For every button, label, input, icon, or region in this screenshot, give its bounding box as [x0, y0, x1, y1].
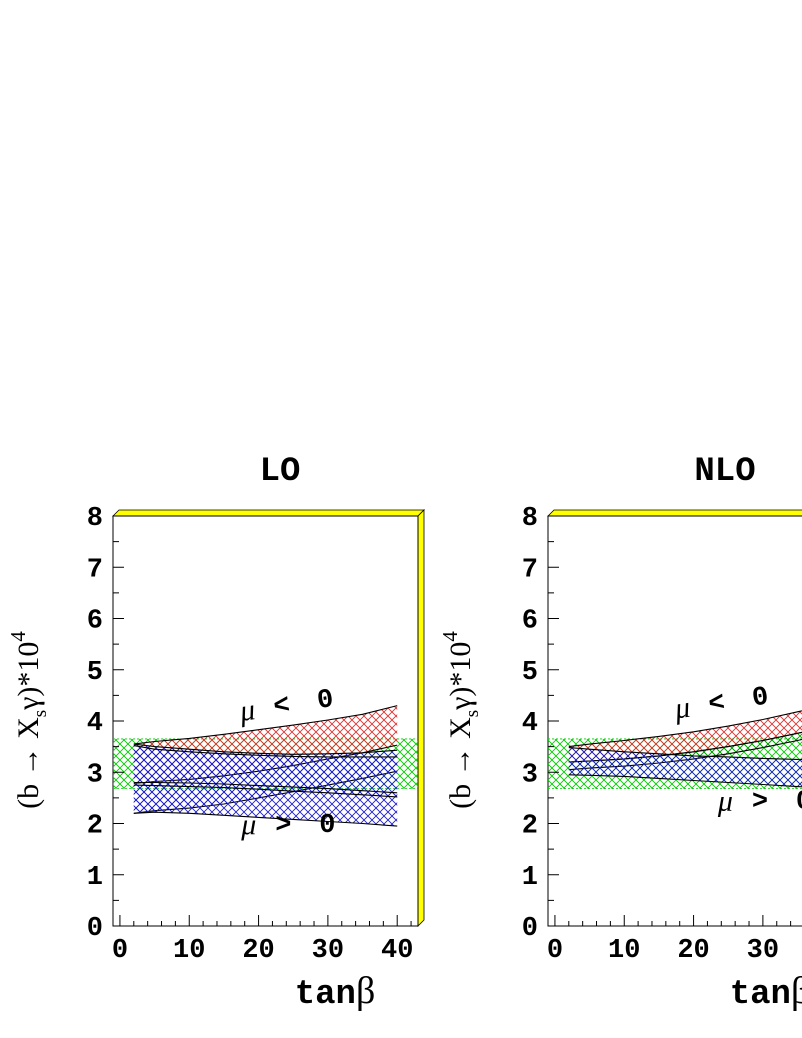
y-tick-label: 2 [522, 812, 538, 842]
band-upper-line [133, 743, 398, 755]
band-upper-line [133, 745, 398, 758]
annotation-mu-negative: μ <0 [237, 685, 336, 728]
x-axis-label: tanβ [295, 970, 376, 1014]
svg-text:μ: μ [240, 808, 256, 841]
x-tick-label: 10 [608, 936, 640, 966]
band-upper-line [133, 705, 398, 745]
svg-text:>: > [275, 811, 291, 841]
y-tick-label: 8 [522, 504, 538, 534]
y-tick-label: 4 [522, 709, 538, 739]
band-lower-line [133, 811, 398, 827]
band-upper-line [568, 710, 802, 748]
x-tick-label: 30 [747, 936, 779, 966]
y-tick-label: 1 [522, 863, 538, 893]
y-tick-label: 8 [87, 504, 103, 534]
svg-text:0: 0 [319, 811, 335, 841]
svg-text:0: 0 [750, 683, 770, 715]
y-tick-label: 5 [522, 658, 538, 688]
y-tick-label: 1 [87, 863, 103, 893]
y-tick-label: 3 [522, 760, 538, 790]
y-tick-label: 6 [522, 607, 538, 637]
svg-text:0: 0 [315, 685, 335, 717]
y-tick-label: 5 [87, 658, 103, 688]
svg-text:0: 0 [796, 788, 802, 818]
x-tick-label: 30 [312, 936, 344, 966]
band-mu-pos-03 [133, 782, 398, 797]
svg-text:<: < [272, 691, 292, 723]
annotation-mu-negative: μ <0 [672, 683, 771, 726]
band-upper-line [133, 781, 398, 794]
x-tick-label: 0 [547, 936, 563, 966]
svg-text:μ: μ [237, 693, 257, 728]
chart-panel-nlo: 012345678010203040NLOtanβ(b → Xsγ)*104μ<… [438, 453, 802, 1014]
band-mu-pos-02 [568, 747, 802, 787]
y-tick-label: 0 [87, 914, 103, 944]
x-tick-label: 20 [242, 936, 274, 966]
panel-title: NLO [694, 453, 755, 491]
x-tick-label: 20 [677, 936, 709, 966]
y-axis-label: (b → Xsγ)*104 [438, 631, 483, 809]
panel-title: LO [260, 453, 301, 491]
y-tick-label: 3 [87, 760, 103, 790]
y-tick-label: 0 [522, 914, 538, 944]
y-tick-label: 4 [87, 709, 103, 739]
x-tick-label: 0 [112, 936, 128, 966]
frame-right-edge [417, 509, 425, 927]
x-tick-label: 40 [381, 936, 413, 966]
frame-top-edge [112, 509, 425, 517]
y-tick-label: 2 [87, 812, 103, 842]
svg-text:μ: μ [717, 785, 733, 818]
band-lower-line [133, 784, 398, 798]
y-axis-label: (b → Xsγ)*104 [6, 631, 51, 809]
svg-text:μ: μ [672, 691, 692, 726]
y-tick-label: 6 [87, 607, 103, 637]
svg-text:<: < [707, 689, 727, 721]
y-tick-label: 7 [87, 555, 103, 585]
x-axis-label: tanβ [730, 970, 802, 1014]
x-tick-label: 10 [173, 936, 205, 966]
band-lower-line [568, 774, 802, 788]
svg-text:>: > [752, 788, 768, 818]
y-tick-label: 7 [522, 555, 538, 585]
frame-top-edge [547, 509, 802, 517]
band-upper-line [568, 747, 802, 761]
annotation-mu-positive: μ >0 [240, 808, 335, 841]
annotation-mu-positive: μ >0 [717, 785, 802, 818]
chart-panel-lo: 0 1 2 3 4 5 6 7 8 0 10 20 30 40 LO tanβ (b → Xsγ)*104 μ <0… [6, 453, 425, 1014]
